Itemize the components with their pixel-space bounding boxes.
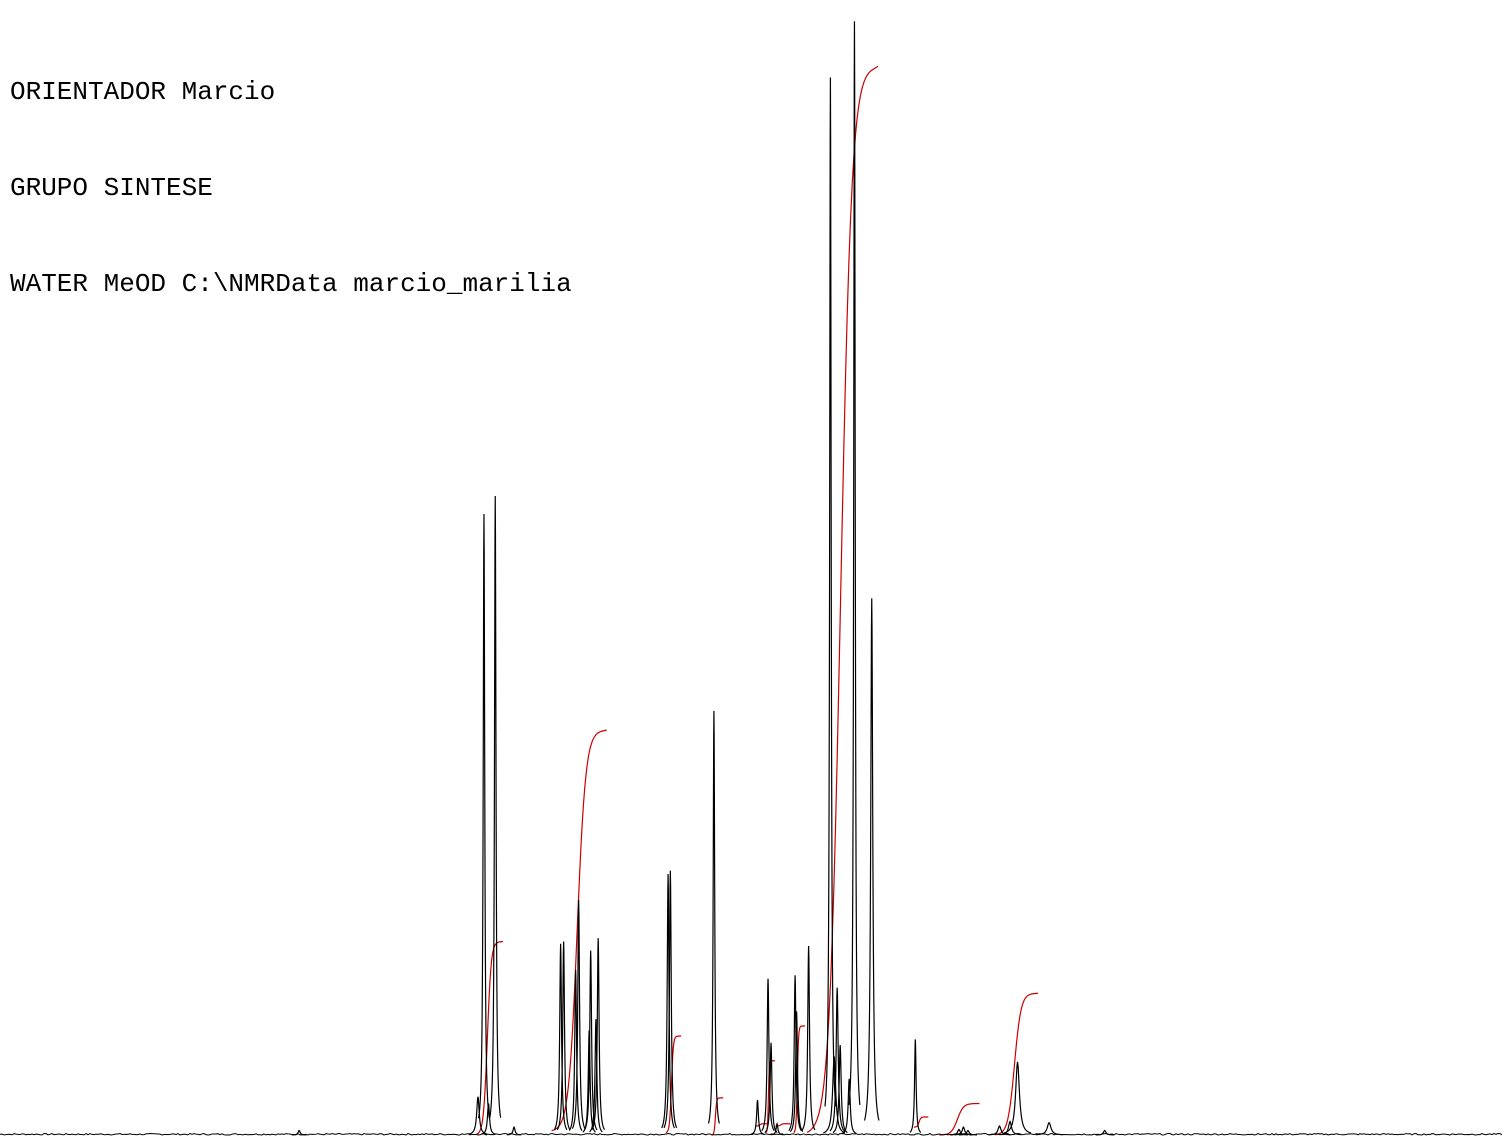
spectrum-peak <box>823 1056 846 1134</box>
spectrum-peaks <box>291 21 1114 1136</box>
spectrum-peak <box>583 950 598 1131</box>
spectrum-peak <box>589 1019 603 1133</box>
header-line-grupo: GRUPO SINTESE <box>10 173 213 203</box>
spectrum-peak <box>788 975 802 1132</box>
header-line-sample-path: WATER MeOD C:\NMRData marcio_marilia <box>10 269 572 299</box>
spectrum-peak <box>661 873 675 1129</box>
spectrum-peak <box>707 710 720 1124</box>
spectrum-peak <box>801 945 816 1131</box>
spectrum-peak <box>761 978 775 1132</box>
integral-curve <box>913 1116 929 1128</box>
spectrum-peak <box>553 943 568 1131</box>
spectrum-peak <box>848 21 861 1105</box>
spectrum-peak <box>863 598 880 1121</box>
integral-curve <box>475 940 504 1136</box>
spectrum-peak <box>909 1039 922 1133</box>
integral-curve <box>755 1123 769 1127</box>
integral-curve <box>665 1035 682 1134</box>
spectrum-peak <box>751 1100 764 1135</box>
spectrum-peak <box>829 987 845 1132</box>
spectrum-peak <box>477 513 490 1119</box>
integral-curve <box>711 1097 724 1136</box>
header-line-orientador: ORIENTADOR Marcio <box>10 77 276 107</box>
spectrum-peak <box>556 941 571 1131</box>
spectrum-peak <box>591 938 606 1130</box>
spectrum-peak <box>481 1103 496 1135</box>
integral-curve <box>994 992 1039 1136</box>
spectrum-peak <box>824 77 837 1107</box>
spectrum-peak <box>663 870 678 1129</box>
spectrum-peak <box>764 1042 778 1133</box>
spectrum-peak <box>568 969 583 1131</box>
spectrum-peak <box>1035 1121 1063 1136</box>
spectrum-header: ORIENTADOR Marcio GRUPO SINTESE WATER Me… <box>10 12 572 332</box>
spectrum-peak <box>841 1078 857 1135</box>
spectrum-peak <box>489 495 502 1118</box>
spectrum-peak <box>789 1011 804 1133</box>
spectrum-peak <box>571 899 586 1129</box>
integral-curve <box>806 65 879 1133</box>
spectrum-peak <box>1003 1061 1032 1134</box>
spectrum-baseline <box>0 1132 1503 1136</box>
